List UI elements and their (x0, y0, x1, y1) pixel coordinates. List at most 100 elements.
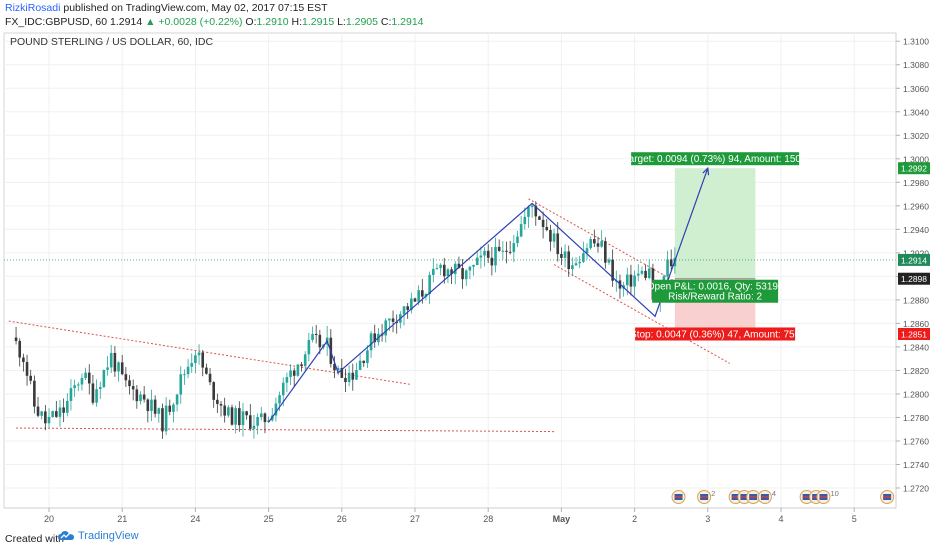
candle-body (362, 360, 366, 364)
candle-body (175, 394, 179, 405)
candle-body (541, 219, 545, 228)
candle-body (223, 405, 226, 416)
y-tick-label: 1.3080 (903, 60, 929, 70)
candle-body (600, 241, 603, 247)
candle-body (274, 403, 278, 416)
candle-body (150, 399, 153, 412)
economic-event-markers[interactable]: 222410710 (671, 489, 895, 504)
x-tick-label: May (553, 514, 571, 524)
author-link[interactable]: RizkiRosadi (5, 2, 61, 14)
candle-body (219, 403, 223, 406)
candle-body (120, 362, 124, 375)
candle-body (501, 250, 505, 252)
x-tick-label: 20 (44, 514, 54, 524)
candle-body (344, 377, 347, 383)
candle-body (230, 407, 234, 425)
y-tick-label: 1.2940 (903, 225, 929, 235)
price-badge-label: 1.2898 (901, 274, 927, 284)
candle-body (461, 268, 464, 280)
channel-line (553, 264, 731, 364)
candle-body (76, 384, 80, 386)
candle-body (636, 273, 640, 276)
candle-body (161, 408, 164, 432)
candle-body (201, 352, 205, 368)
y-tick-label: 1.3020 (903, 131, 929, 141)
candlestick-series (14, 201, 677, 439)
price-badge (898, 253, 930, 266)
y-tick-label: 1.2780 (903, 413, 929, 423)
stop-label-bg (635, 327, 796, 341)
pnl-label-bg (652, 279, 779, 303)
symbol-label: FX_IDC:GBPUSD, 60 (5, 16, 108, 28)
up-arrow-icon: ▲ (145, 16, 156, 28)
open-value: 1.2910 (256, 16, 289, 28)
x-tick-label: 3 (705, 514, 710, 524)
candle-body (307, 339, 311, 355)
low-label: L: (337, 16, 346, 28)
candle-body (340, 367, 344, 378)
x-tick-label: 2 (632, 514, 637, 524)
candle-body (333, 363, 336, 371)
candle-body (113, 352, 117, 372)
candle-body (483, 250, 486, 256)
target-zone[interactable] (674, 168, 756, 279)
candle-body (428, 274, 431, 295)
y-tick-label: 1.3000 (903, 154, 929, 164)
candle-body (644, 270, 647, 278)
candle-body (80, 378, 84, 385)
tradingview-logo[interactable]: TradingView (58, 530, 139, 542)
candle-body (593, 239, 596, 244)
candle-body (194, 355, 197, 364)
candle-body (252, 425, 256, 429)
price-chart[interactable]: POUND STERLING / US DOLLAR, 60, IDC Targ… (0, 28, 932, 528)
candle-body (263, 413, 267, 423)
price-badge-label: 1.2992 (901, 164, 927, 174)
candle-body (596, 243, 600, 247)
candle-body (479, 255, 483, 258)
candle-body (300, 364, 303, 367)
low-value: 1.2905 (345, 16, 378, 28)
candle-body (44, 411, 47, 424)
candle-body (351, 372, 355, 380)
event-count-label: 10 (830, 489, 838, 498)
candle-body (256, 416, 259, 426)
event-count-label: 4 (772, 489, 776, 498)
candle-body (40, 411, 43, 416)
x-tick-label: 5 (852, 514, 857, 524)
candle-body (227, 407, 230, 416)
candle-body (508, 251, 512, 253)
y-tick-label: 1.2960 (903, 201, 929, 211)
candle-body (421, 290, 424, 297)
y-tick-label: 1.3100 (903, 37, 929, 47)
candle-body (633, 275, 636, 287)
pattern-arrowhead (702, 166, 710, 176)
x-tick-label: 25 (264, 514, 274, 524)
candle-body (519, 224, 523, 237)
candle-body (66, 400, 69, 413)
close-value: 1.2914 (391, 16, 424, 28)
chart-title: POUND STERLING / US DOLLAR, 60, IDC (10, 36, 213, 48)
candle-body (234, 408, 237, 425)
candle-body (18, 340, 22, 358)
y-tick-label: 1.2840 (903, 342, 929, 352)
y-tick-label: 1.2920 (903, 248, 929, 258)
candle-body (563, 251, 567, 258)
price-badge-label: 1.2914 (901, 255, 927, 265)
candle-body (560, 254, 563, 258)
candle-body (574, 263, 578, 266)
candle-body (523, 216, 527, 225)
candle-body (62, 407, 65, 413)
candle-body (494, 246, 497, 266)
risk-reward-label: Risk/Reward Ratio: 2 (668, 292, 762, 303)
candle-body (168, 405, 172, 412)
position-labels: Target: 0.0094 (0.73%) 94, Amount: 1500 … (624, 152, 807, 341)
candle-body (472, 265, 475, 267)
time-axis[interactable]: 20 21 24 25 26 27 28 May 2 3 4 5 (44, 508, 857, 524)
candle-body (486, 250, 490, 258)
candle-body (497, 246, 501, 251)
candle-body (464, 270, 468, 280)
event-count-label: 2 (711, 489, 715, 498)
candle-body (249, 415, 252, 429)
candle-body (475, 257, 479, 266)
candle-body (358, 360, 362, 370)
